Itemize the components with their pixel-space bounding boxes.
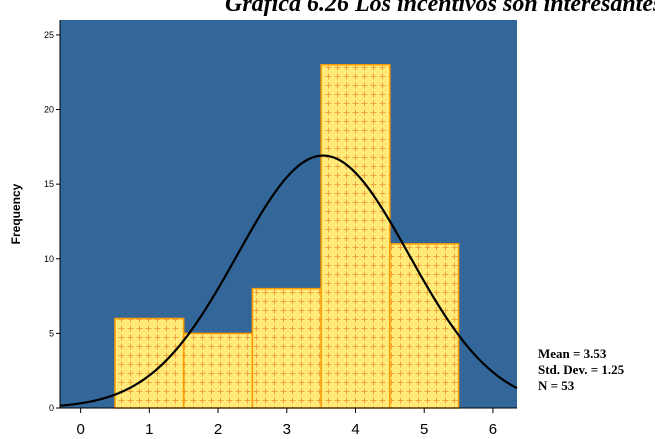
stats-n: N = 53 [538, 378, 575, 393]
chart-title: Gráfica 6.26 Los incentivos son interesa… [225, 0, 655, 17]
x-tick-label: 2 [214, 421, 222, 438]
y-tick-label: 0 [49, 403, 54, 413]
x-tick-label: 4 [351, 421, 359, 438]
histogram-bar-1 [114, 317, 185, 409]
y-tick-label: 5 [49, 328, 54, 338]
stats-legend: Mean = 3.53 Std. Dev. = 1.25 N = 53 [538, 346, 624, 394]
x-tick-label: 1 [145, 421, 153, 438]
normal-curve [59, 154, 518, 407]
histogram-bar-3 [251, 287, 322, 409]
y-tick-label: 25 [44, 30, 54, 40]
x-tick-label: 6 [489, 421, 497, 438]
y-tick-label: 10 [44, 254, 54, 264]
x-tick-label: 0 [76, 421, 84, 438]
histogram-bar-4 [320, 64, 391, 409]
stats-mean: Mean = 3.53 [538, 346, 607, 361]
stats-std-dev: Std. Dev. = 1.25 [538, 362, 625, 377]
histogram-bar-2 [182, 332, 254, 409]
y-axis-label: Frequency [9, 183, 23, 244]
y-tick-label: 20 [44, 105, 54, 115]
axes-group: 0 5 10 15 20 25 0 1 2 3 4 5 6 [44, 20, 517, 438]
x-tick-label: 3 [283, 421, 291, 438]
x-tick-label: 5 [420, 421, 428, 438]
y-tick-label: 15 [44, 179, 54, 189]
histogram-bar-5 [389, 243, 460, 409]
bars-group [114, 64, 460, 409]
